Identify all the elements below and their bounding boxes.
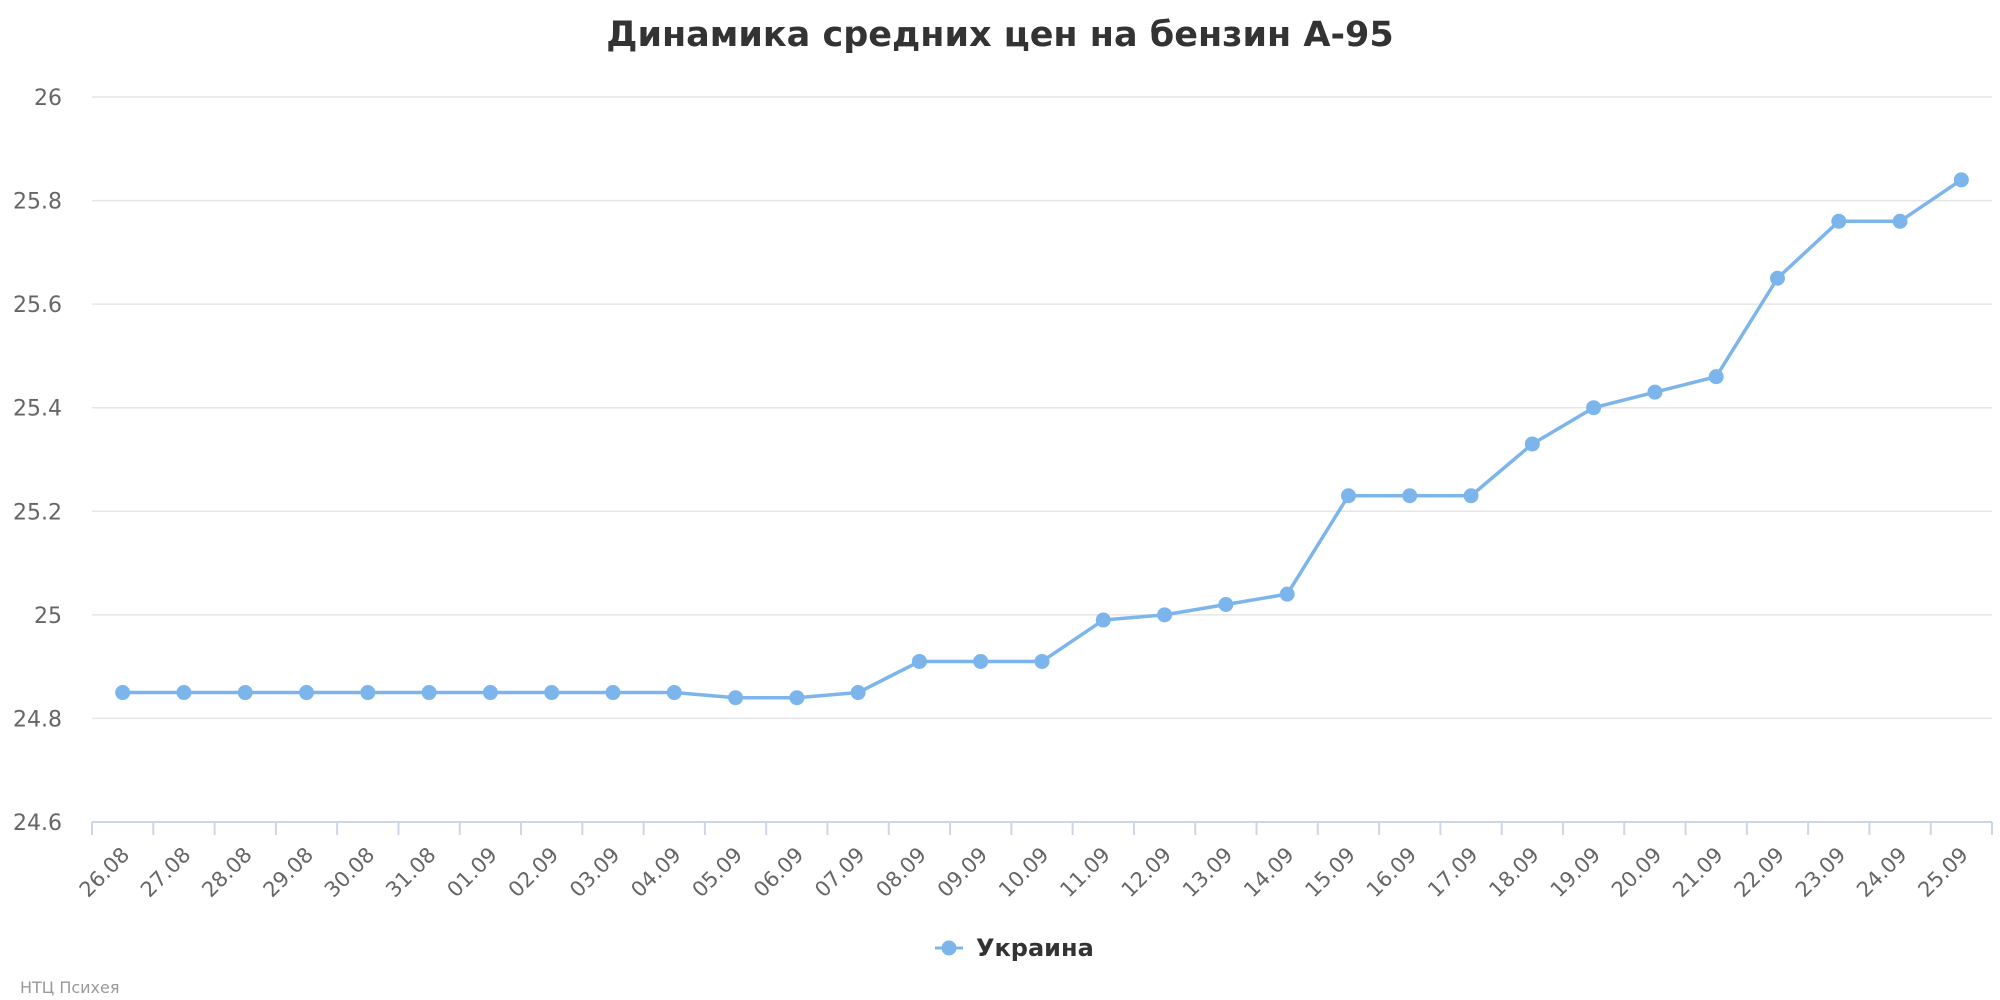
x-tick-label: 07.09 xyxy=(810,843,869,902)
y-tick-label: 25.6 xyxy=(13,293,62,318)
data-point[interactable] xyxy=(1402,488,1418,504)
data-point[interactable] xyxy=(1095,612,1111,628)
x-tick-label: 03.09 xyxy=(565,843,624,902)
data-point[interactable] xyxy=(1463,488,1479,504)
data-point[interactable] xyxy=(850,685,866,701)
x-tick-label: 30.08 xyxy=(320,843,379,902)
legend[interactable]: Украина xyxy=(935,934,1094,962)
data-point[interactable] xyxy=(1708,369,1724,385)
x-tick-label: 19.09 xyxy=(1546,843,1605,902)
x-tick-label: 16.09 xyxy=(1362,843,1421,902)
x-tick-label: 25.09 xyxy=(1913,843,1972,902)
x-tick-label: 31.08 xyxy=(381,843,440,902)
y-tick-label: 25.4 xyxy=(13,397,62,422)
data-point[interactable] xyxy=(1218,597,1234,612)
x-tick-label: 12.09 xyxy=(1117,843,1176,902)
x-tick-label: 28.08 xyxy=(197,843,256,902)
data-point[interactable] xyxy=(605,685,621,701)
y-tick-label: 25 xyxy=(34,604,62,629)
data-point[interactable] xyxy=(1953,172,1969,188)
data-point[interactable] xyxy=(1340,488,1356,504)
data-point[interactable] xyxy=(482,685,498,701)
series-line xyxy=(122,178,1963,700)
data-point[interactable] xyxy=(360,685,376,701)
y-axis-ticks: 24.6 24.8 25 25.2 25.4 25.6 25.8 26 xyxy=(13,86,62,836)
x-tick-label: 14.09 xyxy=(1239,843,1298,902)
x-tick-label: 27.08 xyxy=(136,843,195,902)
credit-text[interactable]: НТЦ Психея xyxy=(20,978,119,997)
y-tick-label: 24.6 xyxy=(13,811,62,836)
x-tick-label: 04.09 xyxy=(626,843,685,902)
x-tick-label: 24.09 xyxy=(1852,843,1911,902)
x-tick-label: 06.09 xyxy=(749,843,808,902)
data-point[interactable] xyxy=(1769,270,1785,286)
x-axis xyxy=(91,821,1993,835)
y-tick-label: 25.2 xyxy=(13,500,62,525)
data-point[interactable] xyxy=(421,685,437,701)
chart-title: Динамика средних цен на бензин А-95 xyxy=(606,15,1393,55)
x-tick-label: 29.08 xyxy=(259,843,318,902)
series-group xyxy=(115,172,1969,706)
data-point[interactable] xyxy=(115,685,131,701)
data-point[interactable] xyxy=(176,685,192,701)
x-tick-label: 21.09 xyxy=(1668,843,1727,902)
x-tick-label: 01.09 xyxy=(442,843,501,902)
data-point[interactable] xyxy=(1279,586,1295,602)
data-point[interactable] xyxy=(544,685,560,701)
data-point[interactable] xyxy=(973,653,989,669)
data-point[interactable] xyxy=(1892,213,1908,229)
x-tick-label: 10.09 xyxy=(994,843,1053,902)
data-point[interactable] xyxy=(728,690,744,706)
x-tick-label: 11.09 xyxy=(1055,843,1114,902)
grid-lines xyxy=(92,96,1992,720)
x-tick-label: 15.09 xyxy=(1301,843,1360,902)
x-tick-label: 02.09 xyxy=(504,843,563,902)
data-point[interactable] xyxy=(1524,436,1540,452)
data-point[interactable] xyxy=(237,685,253,701)
x-tick-label: 20.09 xyxy=(1607,843,1666,902)
data-point[interactable] xyxy=(1831,213,1847,229)
x-tick-label: 17.09 xyxy=(1423,843,1482,902)
x-tick-label: 08.09 xyxy=(871,843,930,902)
data-point[interactable] xyxy=(1586,400,1602,416)
x-tick-label: 18.09 xyxy=(1484,843,1543,902)
y-tick-label: 26 xyxy=(34,86,62,111)
data-point[interactable] xyxy=(299,685,315,701)
x-axis-ticks: 26.08 27.08 28.08 29.08 30.08 31.08 01.09 02.09… xyxy=(75,843,1973,902)
x-tick-label: 23.09 xyxy=(1791,843,1850,902)
x-tick-label: 05.09 xyxy=(688,843,747,902)
x-tick-label: 13.09 xyxy=(1178,843,1237,902)
legend-label: Украина xyxy=(976,934,1094,962)
data-point[interactable] xyxy=(1157,607,1173,623)
data-point[interactable] xyxy=(789,690,805,706)
legend-marker-icon xyxy=(941,940,957,956)
y-tick-label: 25.8 xyxy=(13,190,62,215)
x-tick-label: 09.09 xyxy=(933,843,992,902)
data-point[interactable] xyxy=(911,653,927,669)
data-point[interactable] xyxy=(1647,384,1663,400)
y-tick-label: 24.8 xyxy=(13,707,62,732)
data-point[interactable] xyxy=(666,685,682,701)
data-point[interactable] xyxy=(1034,653,1050,669)
x-tick-label: 22.09 xyxy=(1730,843,1789,902)
x-tick-label: 26.08 xyxy=(75,843,134,902)
